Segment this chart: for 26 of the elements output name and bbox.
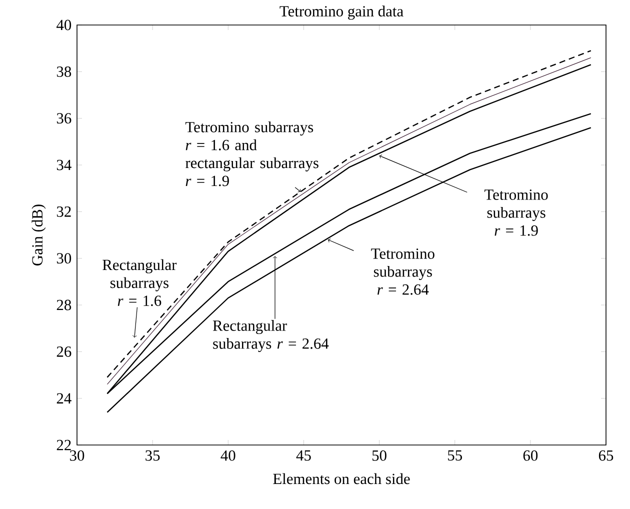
chart-title: Tetromino gain data	[280, 6, 404, 20]
annotation: Rectangular subarrays r = 1.6	[102, 259, 177, 306]
x-tick-label: 45	[296, 450, 311, 461]
y-axis-title: Gain (dB)	[32, 204, 46, 266]
y-tick-label: 30	[56, 253, 72, 264]
y-tick-label: 40	[56, 20, 72, 30]
x-tick-label: 30	[70, 450, 84, 461]
x-tick-label: 65	[598, 450, 614, 461]
x-tick-label: 35	[146, 450, 160, 461]
y-tick-label: 26	[56, 346, 72, 357]
annotation: Tetromino subarrays r = 1.9	[484, 190, 548, 236]
x-tick-label: 40	[220, 450, 236, 461]
y-tick-label: 32	[56, 206, 71, 217]
y-tick-label: 36	[56, 113, 72, 124]
y-tick-label: 38	[56, 66, 72, 77]
y-tick-label: 24	[56, 393, 72, 404]
x-tick-label: 55	[448, 450, 462, 461]
x-axis-title: Elements on each side	[273, 473, 410, 484]
annotation: Rectangular subarrays r = 2.64	[212, 320, 329, 352]
y-tick-label: 22	[56, 440, 71, 450]
annotation: Tetromino subarrays r = 2.64	[371, 248, 434, 295]
y-tick-label: 34	[56, 160, 72, 170]
y-tick-label: 28	[56, 300, 72, 310]
x-tick-label: 60	[523, 450, 538, 461]
x-tick-label: 50	[372, 450, 386, 461]
annotation: Tetromino subarrays r = 1.6 and rectangular subarrays r = 1.9	[185, 121, 318, 186]
